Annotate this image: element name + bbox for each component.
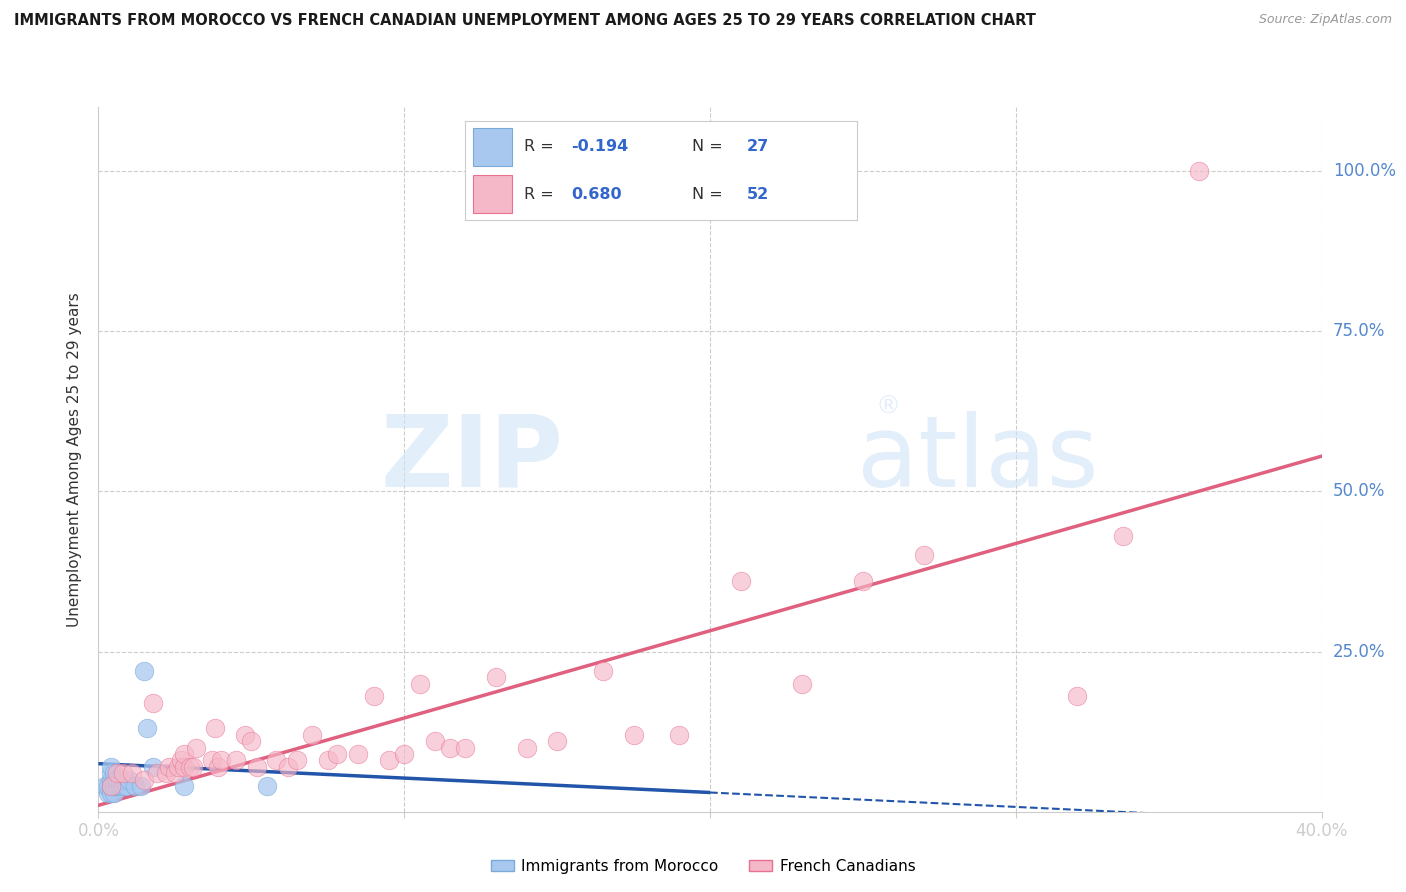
Point xyxy=(105,772,128,787)
Point xyxy=(408,676,430,690)
Point xyxy=(129,779,152,793)
Point xyxy=(111,766,134,780)
Point xyxy=(246,760,269,774)
Point xyxy=(623,728,645,742)
Point xyxy=(1188,164,1211,178)
Point xyxy=(103,772,125,787)
Point xyxy=(592,664,614,678)
Point xyxy=(1066,690,1088,704)
Point xyxy=(111,779,134,793)
Point xyxy=(167,760,190,774)
Text: Source: ZipAtlas.com: Source: ZipAtlas.com xyxy=(1258,13,1392,27)
Point xyxy=(730,574,752,588)
Point xyxy=(209,754,232,768)
Point xyxy=(108,779,131,793)
Point xyxy=(233,728,256,742)
Point xyxy=(121,766,143,780)
Point xyxy=(100,766,122,780)
Text: 100.0%: 100.0% xyxy=(1333,162,1396,180)
Point xyxy=(912,549,935,563)
Point xyxy=(668,728,690,742)
Point xyxy=(378,754,401,768)
Text: 50.0%: 50.0% xyxy=(1333,483,1385,500)
Point xyxy=(204,722,226,736)
Text: 25.0%: 25.0% xyxy=(1333,642,1385,661)
Point xyxy=(97,779,120,793)
Point xyxy=(181,760,204,774)
Point xyxy=(207,760,229,774)
Point xyxy=(105,766,128,780)
Point xyxy=(118,772,141,787)
Y-axis label: Unemployment Among Ages 25 to 29 years: Unemployment Among Ages 25 to 29 years xyxy=(67,292,83,627)
Point xyxy=(103,785,125,799)
Point xyxy=(423,734,446,748)
Point xyxy=(225,754,247,768)
Point xyxy=(134,664,156,678)
Point xyxy=(157,760,180,774)
Point xyxy=(516,740,538,755)
Point xyxy=(301,728,323,742)
Point xyxy=(173,779,195,793)
Point xyxy=(100,772,122,787)
Point xyxy=(93,779,115,793)
Point xyxy=(108,772,131,787)
Point xyxy=(264,754,287,768)
Point xyxy=(186,740,208,755)
Point xyxy=(100,785,122,799)
Text: ®: ® xyxy=(875,394,900,418)
Point xyxy=(145,766,167,780)
Point xyxy=(454,740,477,755)
Point xyxy=(111,772,134,787)
Point xyxy=(256,779,278,793)
Point xyxy=(97,785,120,799)
Point xyxy=(103,779,125,793)
Point xyxy=(316,754,339,768)
Point xyxy=(115,779,138,793)
Text: atlas: atlas xyxy=(856,411,1098,508)
Point xyxy=(285,754,308,768)
Point xyxy=(326,747,349,761)
Text: 75.0%: 75.0% xyxy=(1333,322,1385,340)
Point xyxy=(363,690,385,704)
Point xyxy=(100,779,122,793)
Point xyxy=(200,754,222,768)
Point xyxy=(134,772,156,787)
Point xyxy=(179,760,201,774)
Point xyxy=(852,574,875,588)
Point xyxy=(546,734,568,748)
Point xyxy=(142,760,165,774)
Point xyxy=(173,747,195,761)
Point xyxy=(155,766,177,780)
Point xyxy=(1112,529,1135,543)
Point xyxy=(790,676,813,690)
Point xyxy=(485,670,508,684)
Point xyxy=(136,722,159,736)
Point xyxy=(124,779,146,793)
Point xyxy=(439,740,461,755)
Text: ZIP: ZIP xyxy=(381,411,564,508)
Point xyxy=(347,747,370,761)
Point xyxy=(103,766,125,780)
Point xyxy=(277,760,299,774)
Point xyxy=(240,734,263,748)
Text: IMMIGRANTS FROM MOROCCO VS FRENCH CANADIAN UNEMPLOYMENT AMONG AGES 25 TO 29 YEAR: IMMIGRANTS FROM MOROCCO VS FRENCH CANADI… xyxy=(14,13,1036,29)
Point xyxy=(100,760,122,774)
Point xyxy=(142,696,165,710)
Point xyxy=(170,754,193,768)
Legend: Immigrants from Morocco, French Canadians: Immigrants from Morocco, French Canadian… xyxy=(485,853,921,880)
Point xyxy=(392,747,416,761)
Point xyxy=(173,760,195,774)
Point xyxy=(100,779,122,793)
Point xyxy=(163,766,186,780)
Point xyxy=(105,779,128,793)
